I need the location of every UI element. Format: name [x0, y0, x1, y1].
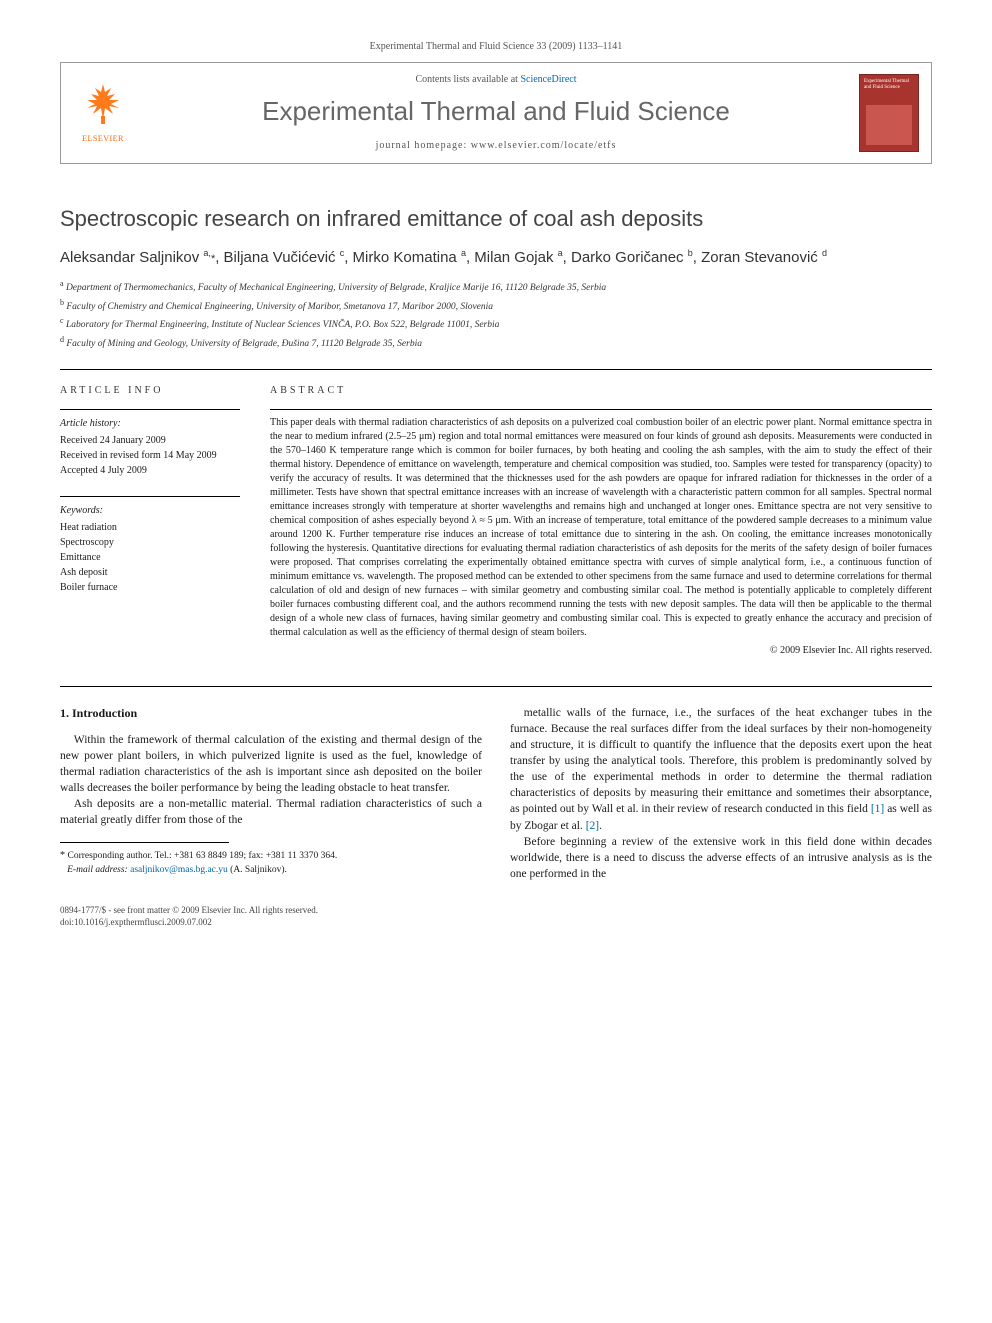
cover-art-icon: [866, 105, 912, 145]
body-columns: 1. Introduction Within the framework of …: [60, 705, 932, 882]
keyword: Heat radiation: [60, 520, 240, 535]
abstract-label: ABSTRACT: [270, 384, 932, 398]
homepage-prefix: journal homepage:: [376, 140, 471, 151]
article-info-label: ARTICLE INFO: [60, 384, 240, 398]
abstract-text: This paper deals with thermal radiation …: [270, 409, 932, 640]
journal-homepage: journal homepage: www.elsevier.com/locat…: [149, 139, 843, 153]
corresponding-author-footnote: * Corresponding author. Tel.: +381 63 88…: [60, 849, 482, 877]
contents-prefix: Contents lists available at: [415, 74, 520, 85]
history-revised: Received in revised form 14 May 2009: [60, 448, 240, 463]
history-accepted: Accepted 4 July 2009: [60, 463, 240, 478]
history-label: Article history:: [60, 416, 240, 431]
homepage-url[interactable]: www.elsevier.com/locate/etfs: [471, 140, 617, 151]
journal-banner: ELSEVIER Contents lists available at Sci…: [60, 62, 932, 164]
journal-title: Experimental Thermal and Fluid Science: [149, 94, 843, 129]
section-rule: [60, 686, 932, 687]
doi-line: doi:10.1016/j.expthermflusci.2009.07.002: [60, 916, 318, 928]
page-footer: 0894-1777/$ - see front matter © 2009 El…: [60, 904, 932, 928]
journal-cover-thumbnail: Experimental Thermal and Fluid Science: [859, 74, 919, 152]
journal-citation: Experimental Thermal and Fluid Science 3…: [60, 40, 932, 54]
elsevier-label: ELSEVIER: [73, 134, 133, 145]
sciencedirect-link[interactable]: ScienceDirect: [520, 74, 576, 85]
affiliations: a Department of Thermomechanics, Faculty…: [60, 278, 932, 351]
elsevier-logo: ELSEVIER: [73, 80, 133, 145]
keyword: Boiler furnace: [60, 580, 240, 595]
keywords-label: Keywords:: [60, 503, 240, 518]
corr-text: Corresponding author. Tel.: +381 63 8849…: [68, 851, 338, 861]
body-paragraph: Before beginning a review of the extensi…: [510, 834, 932, 882]
article-history: Article history: Received 24 January 200…: [60, 409, 240, 478]
keyword: Ash deposit: [60, 565, 240, 580]
ref-link[interactable]: [1]: [871, 803, 884, 815]
abstract-column: ABSTRACT This paper deals with thermal r…: [270, 384, 932, 658]
article-title: Spectroscopic research on infrared emitt…: [60, 204, 932, 234]
email-tail: (A. Saljnikov).: [230, 865, 287, 875]
history-received: Received 24 January 2009: [60, 433, 240, 448]
front-matter-line: 0894-1777/$ - see front matter © 2009 El…: [60, 904, 318, 916]
footnote-rule: [60, 842, 229, 843]
ref-link[interactable]: [2]: [586, 820, 599, 832]
contents-available: Contents lists available at ScienceDirec…: [149, 73, 843, 87]
body-paragraph: Ash deposits are a non-metallic material…: [60, 796, 482, 828]
keyword: Spectroscopy: [60, 535, 240, 550]
email-label: E-mail address:: [67, 865, 128, 875]
body-paragraph: metallic walls of the furnace, i.e., the…: [510, 705, 932, 834]
cover-label: Experimental Thermal and Fluid Science: [864, 79, 914, 91]
elsevier-tree-icon: [79, 80, 127, 128]
section-heading-introduction: 1. Introduction: [60, 705, 482, 722]
article-info-column: ARTICLE INFO Article history: Received 2…: [60, 384, 240, 658]
body-paragraph: Within the framework of thermal calculat…: [60, 732, 482, 796]
corr-email-link[interactable]: asaljnikov@mas.bg.ac.yu: [130, 865, 228, 875]
keywords-block: Keywords: Heat radiation Spectroscopy Em…: [60, 496, 240, 595]
abstract-copyright: © 2009 Elsevier Inc. All rights reserved…: [270, 644, 932, 658]
keyword: Emittance: [60, 550, 240, 565]
author-list: Aleksandar Saljnikov a,*, Biljana Vučiće…: [60, 247, 932, 268]
